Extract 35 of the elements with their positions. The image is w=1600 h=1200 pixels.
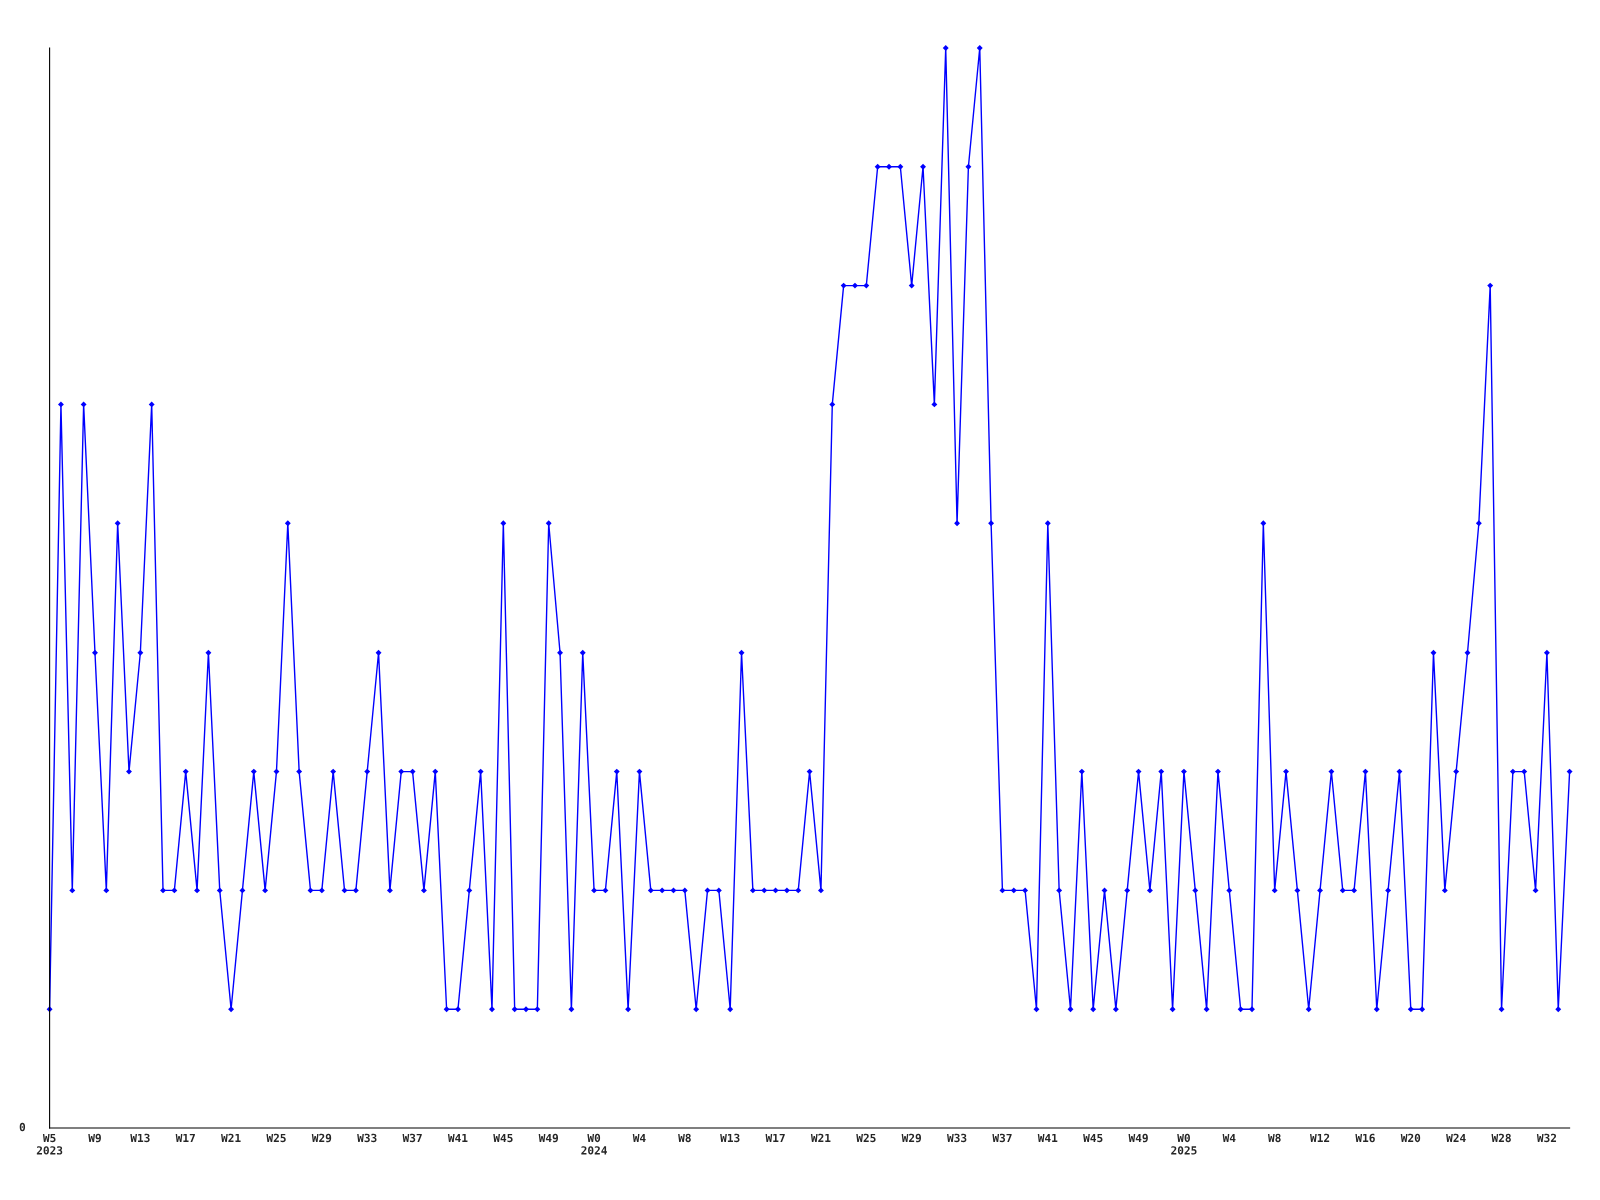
x-tick-label: W25: [266, 1133, 286, 1143]
x-tick-label: W24: [1446, 1133, 1466, 1142]
x-tick-label: W37: [992, 1133, 1012, 1143]
x-tick-label: W29: [311, 1133, 332, 1143]
x-tick-label: W41: [1037, 1133, 1058, 1142]
x-tick-label: W8: [678, 1133, 691, 1143]
x-tick-label: W0 2025: [1171, 1133, 1197, 1155]
x-tick-label: W21: [221, 1133, 241, 1142]
x-tick-label: W13: [130, 1133, 150, 1143]
x-tick-label: W12: [1310, 1133, 1330, 1142]
x-tick-label: W33: [357, 1133, 377, 1143]
x-tick-label: W29: [901, 1133, 922, 1143]
x-tick-label: W49: [538, 1133, 559, 1143]
x-tick-label: W16: [1355, 1133, 1375, 1143]
x-tick-label: W25: [856, 1133, 876, 1143]
x-tick-label: W32: [1536, 1133, 1557, 1143]
x-tick-label: W49: [1128, 1133, 1148, 1143]
x-tick-label: W33: [947, 1133, 967, 1143]
x-tick-label: W45: [493, 1133, 513, 1143]
x-tick-label: W20: [1400, 1133, 1421, 1143]
x-tick-label: W21: [810, 1133, 831, 1142]
x-tick-label: W9: [88, 1133, 101, 1143]
x-tick-label: W45: [1083, 1133, 1103, 1143]
text: 0: [19, 1122, 26, 1132]
x-tick-label: W17: [175, 1133, 195, 1142]
x-tick-label: W13: [720, 1133, 740, 1143]
x-tick-label: W17: [765, 1133, 785, 1142]
x-tick-label: W4: [1222, 1133, 1236, 1142]
x-tick-label: W0 2024: [581, 1133, 607, 1155]
x-tick-label: W41: [447, 1133, 468, 1142]
x-tick-label: W4: [632, 1133, 646, 1142]
x-tick-label: W5 2023: [36, 1133, 63, 1155]
x-tick-label: W8: [1267, 1133, 1281, 1143]
x-tick-label: W28: [1491, 1133, 1511, 1143]
x-tick-label: W37: [402, 1133, 422, 1143]
